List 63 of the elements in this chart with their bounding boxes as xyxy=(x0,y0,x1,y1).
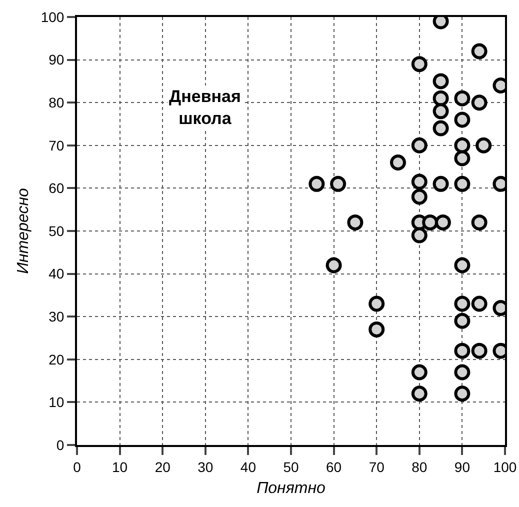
point xyxy=(454,342,470,359)
x-tick-label: 20 xyxy=(154,458,171,475)
point xyxy=(422,214,438,230)
point xyxy=(411,137,428,154)
y-tick-label: 60 xyxy=(48,180,64,196)
y-tick-label: 50 xyxy=(48,222,64,239)
point xyxy=(432,73,449,90)
x-tick-label: 30 xyxy=(198,458,214,475)
point xyxy=(454,312,470,329)
point xyxy=(326,257,342,274)
point xyxy=(454,112,470,128)
x-tick-label: 100 xyxy=(493,458,517,475)
point xyxy=(432,90,449,106)
x-axis-title: Понятно xyxy=(256,480,326,497)
point xyxy=(454,386,470,402)
y-tick-label: 0 xyxy=(56,436,64,453)
point xyxy=(411,188,428,205)
point xyxy=(434,214,451,230)
y-tick-label: 90 xyxy=(48,52,64,68)
point xyxy=(471,296,488,312)
x-tick-label: 70 xyxy=(368,458,385,475)
y-tick-label: 70 xyxy=(48,137,64,154)
point xyxy=(454,90,470,106)
point xyxy=(432,120,449,136)
point xyxy=(411,56,428,72)
point xyxy=(471,43,488,60)
point xyxy=(411,174,428,190)
point xyxy=(454,176,470,192)
x-tick-label: 10 xyxy=(112,458,128,475)
point xyxy=(308,176,325,192)
point xyxy=(432,103,449,120)
point xyxy=(454,150,470,166)
point xyxy=(432,176,449,192)
point xyxy=(454,257,470,274)
point xyxy=(454,296,470,312)
point xyxy=(330,176,346,192)
point xyxy=(411,227,428,244)
y-tick-label: 20 xyxy=(48,351,64,368)
point xyxy=(368,296,385,312)
point xyxy=(471,214,488,230)
x-tick-label: 50 xyxy=(283,458,299,475)
y-tick-label: 100 xyxy=(40,8,64,25)
y-tick-label: 40 xyxy=(48,266,64,282)
point xyxy=(454,137,470,154)
point xyxy=(471,342,488,359)
annotation: Дневная школа xyxy=(169,87,241,128)
x-tick-label: 60 xyxy=(326,458,342,475)
point xyxy=(368,321,385,338)
point xyxy=(471,94,488,111)
x-tick-label: 90 xyxy=(454,458,470,475)
x-tick-label: 40 xyxy=(240,458,256,475)
point xyxy=(390,154,406,171)
y-tick-label: 30 xyxy=(48,308,64,324)
point xyxy=(411,364,428,380)
x-tick-label: 0 xyxy=(73,458,82,475)
point xyxy=(347,214,364,230)
y-tick-label: 80 xyxy=(48,94,64,110)
point xyxy=(411,386,428,402)
x-tick-label: 80 xyxy=(412,458,428,475)
point xyxy=(454,364,470,380)
y-tick-label: 10 xyxy=(48,394,64,410)
y-axis-title: Интересно xyxy=(15,188,32,274)
point xyxy=(476,137,492,154)
